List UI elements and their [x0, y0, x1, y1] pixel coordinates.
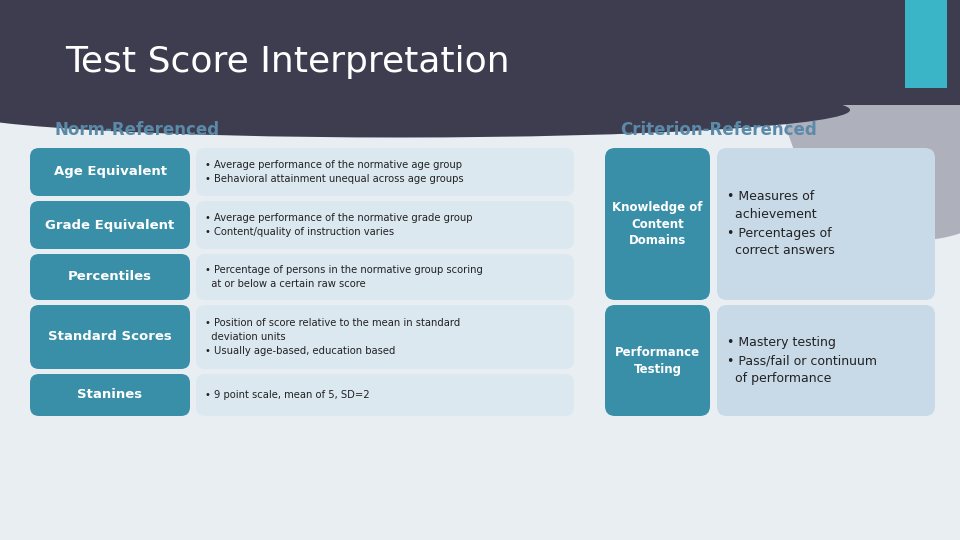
Ellipse shape: [780, 0, 960, 240]
Text: Criterion-Referenced: Criterion-Referenced: [620, 121, 817, 139]
Text: • Mastery testing
• Pass/fail or continuum
  of performance: • Mastery testing • Pass/fail or continu…: [727, 336, 877, 385]
Text: • 9 point scale, mean of 5, SD=2: • 9 point scale, mean of 5, SD=2: [205, 390, 370, 400]
Ellipse shape: [0, 83, 850, 138]
FancyBboxPatch shape: [196, 148, 574, 196]
FancyBboxPatch shape: [30, 254, 190, 300]
FancyBboxPatch shape: [30, 148, 190, 196]
Text: • Percentage of persons in the normative group scoring
  at or below a certain r: • Percentage of persons in the normative…: [205, 265, 483, 289]
Text: Test Score Interpretation: Test Score Interpretation: [65, 45, 510, 79]
FancyBboxPatch shape: [905, 0, 947, 88]
Text: • Average performance of the normative grade group
• Content/quality of instruct: • Average performance of the normative g…: [205, 213, 472, 237]
FancyBboxPatch shape: [0, 0, 960, 105]
Text: Stanines: Stanines: [78, 388, 143, 402]
FancyBboxPatch shape: [605, 148, 710, 300]
FancyBboxPatch shape: [196, 201, 574, 249]
FancyBboxPatch shape: [196, 374, 574, 416]
FancyBboxPatch shape: [30, 201, 190, 249]
FancyBboxPatch shape: [605, 305, 710, 416]
Text: Standard Scores: Standard Scores: [48, 330, 172, 343]
Text: Knowledge of
Content
Domains: Knowledge of Content Domains: [612, 200, 703, 247]
Text: • Measures of
  achievement
• Percentages of
  correct answers: • Measures of achievement • Percentages …: [727, 191, 835, 258]
Text: Norm-Referenced: Norm-Referenced: [55, 121, 220, 139]
FancyBboxPatch shape: [30, 374, 190, 416]
FancyBboxPatch shape: [30, 305, 190, 369]
FancyBboxPatch shape: [196, 254, 574, 300]
Text: Grade Equivalent: Grade Equivalent: [45, 219, 175, 232]
FancyBboxPatch shape: [196, 305, 574, 369]
Text: Performance
Testing: Performance Testing: [615, 346, 700, 375]
Text: Percentiles: Percentiles: [68, 271, 152, 284]
FancyBboxPatch shape: [717, 305, 935, 416]
Text: Age Equivalent: Age Equivalent: [54, 165, 166, 179]
FancyBboxPatch shape: [717, 148, 935, 300]
Text: • Position of score relative to the mean in standard
  deviation units
• Usually: • Position of score relative to the mean…: [205, 318, 460, 356]
Text: • Average performance of the normative age group
• Behavioral attainment unequal: • Average performance of the normative a…: [205, 160, 464, 184]
